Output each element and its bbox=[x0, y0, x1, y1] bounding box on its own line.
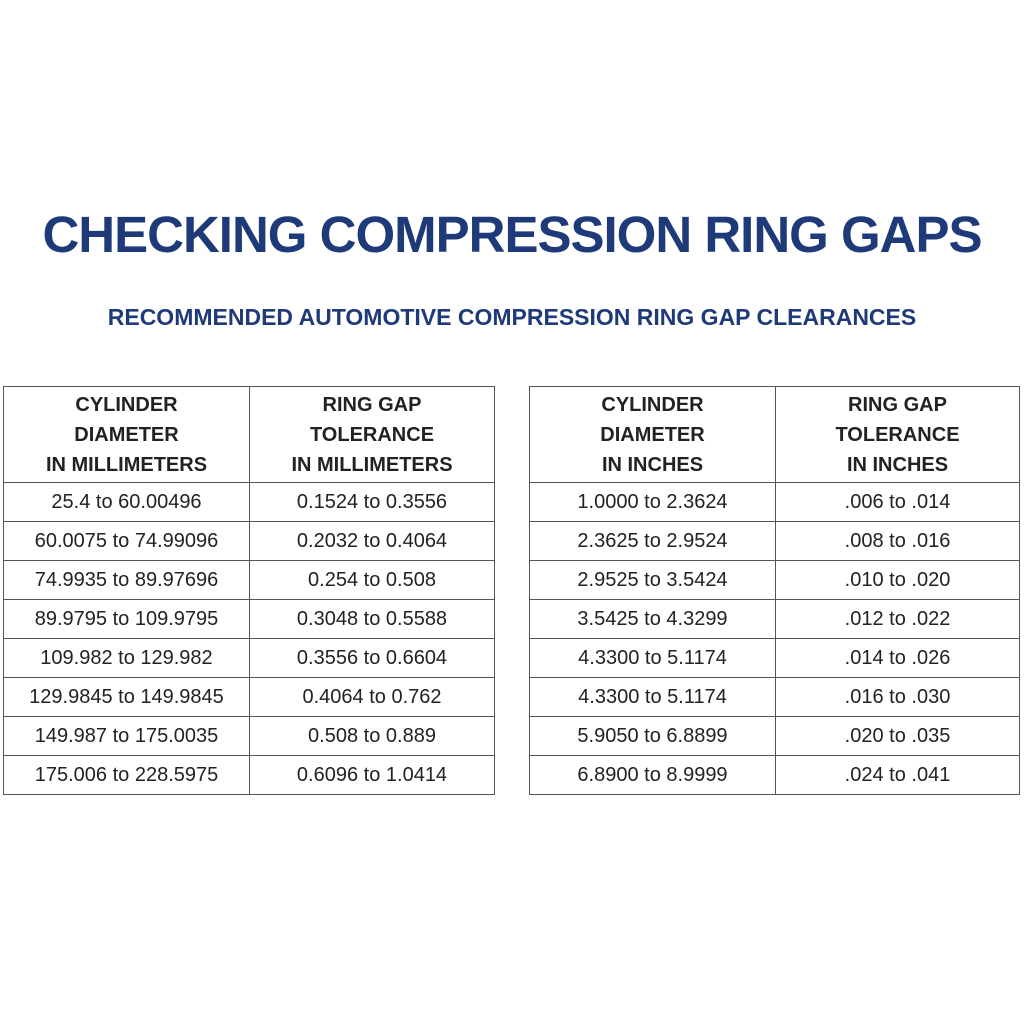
cylinder-diameter-cell: 5.9050 to 6.8899 bbox=[529, 716, 776, 756]
table-row: 4.3300 to 5.1174.016 to .030 bbox=[529, 677, 1020, 717]
cylinder-diameter-cell: 109.982 to 129.982 bbox=[3, 638, 250, 678]
ring-gap-tolerance-cell: .010 to .020 bbox=[775, 560, 1020, 600]
table-row: 3.5425 to 4.3299.012 to .022 bbox=[529, 599, 1020, 639]
table-row: 5.9050 to 6.8899.020 to .035 bbox=[529, 716, 1020, 756]
table-row: 2.3625 to 2.9524.008 to .016 bbox=[529, 521, 1020, 561]
cylinder-diameter-cell: 3.5425 to 4.3299 bbox=[529, 599, 776, 639]
ring-gap-tolerance-cell: .008 to .016 bbox=[775, 521, 1020, 561]
ring-gap-tolerance-cell: 0.3556 to 0.6604 bbox=[249, 638, 495, 678]
cylinder-diameter-cell: 175.006 to 228.5975 bbox=[3, 755, 250, 795]
table-header-row: CYLINDER DIAMETER IN INCHES RING GAP TOL… bbox=[529, 386, 1020, 483]
cylinder-diameter-cell: 6.8900 to 8.9999 bbox=[529, 755, 776, 795]
ring-gap-tolerance-cell: 0.254 to 0.508 bbox=[249, 560, 495, 600]
table-row: 89.9795 to 109.9795 0.3048 to 0.5588 bbox=[3, 599, 495, 639]
table-row: 74.9935 to 89.97696 0.254 to 0.508 bbox=[3, 560, 495, 600]
cylinder-diameter-cell: 2.9525 to 3.5424 bbox=[529, 560, 776, 600]
cylinder-diameter-cell: 1.0000 to 2.3624 bbox=[529, 482, 776, 522]
ring-gap-tolerance-cell: .024 to .041 bbox=[775, 755, 1020, 795]
table-row: 60.0075 to 74.99096 0.2032 to 0.4064 bbox=[3, 521, 495, 561]
cylinder-diameter-cell: 89.9795 to 109.9795 bbox=[3, 599, 250, 639]
table-row: 129.9845 to 149.9845 0.4064 to 0.762 bbox=[3, 677, 495, 717]
cylinder-diameter-cell: 25.4 to 60.00496 bbox=[3, 482, 250, 522]
cylinder-diameter-cell: 4.3300 to 5.1174 bbox=[529, 638, 776, 678]
cylinder-diameter-cell: 74.9935 to 89.97696 bbox=[3, 560, 250, 600]
header-cylinder-diameter-in: CYLINDER DIAMETER IN INCHES bbox=[529, 386, 776, 483]
table-row: 2.9525 to 3.5424.010 to .020 bbox=[529, 560, 1020, 600]
ring-gap-tolerance-cell: .012 to .022 bbox=[775, 599, 1020, 639]
cylinder-diameter-cell: 149.987 to 175.0035 bbox=[3, 716, 250, 756]
cylinder-diameter-cell: 2.3625 to 2.9524 bbox=[529, 521, 776, 561]
table-row: 149.987 to 175.0035 0.508 to 0.889 bbox=[3, 716, 495, 756]
millimeters-table: CYLINDER DIAMETER IN MILLIMETERS RING GA… bbox=[3, 386, 495, 795]
table-row: 109.982 to 129.982 0.3556 to 0.6604 bbox=[3, 638, 495, 678]
ring-gap-tolerance-cell: .006 to .014 bbox=[775, 482, 1020, 522]
ring-gap-tolerance-cell: 0.1524 to 0.3556 bbox=[249, 482, 495, 522]
cylinder-diameter-cell: 4.3300 to 5.1174 bbox=[529, 677, 776, 717]
header-ring-gap-tolerance-in: RING GAP TOLERANCE IN INCHES bbox=[775, 386, 1020, 483]
table-row: 4.3300 to 5.1174.014 to .026 bbox=[529, 638, 1020, 678]
cylinder-diameter-cell: 60.0075 to 74.99096 bbox=[3, 521, 250, 561]
header-ring-gap-tolerance-mm: RING GAP TOLERANCE IN MILLIMETERS bbox=[249, 386, 495, 483]
ring-gap-tolerance-cell: 0.6096 to 1.0414 bbox=[249, 755, 495, 795]
ring-gap-tolerance-cell: .016 to .030 bbox=[775, 677, 1020, 717]
ring-gap-tolerance-cell: .014 to .026 bbox=[775, 638, 1020, 678]
table-row: 6.8900 to 8.9999.024 to .041 bbox=[529, 755, 1020, 795]
cylinder-diameter-cell: 129.9845 to 149.9845 bbox=[3, 677, 250, 717]
table-row: 175.006 to 228.5975 0.6096 to 1.0414 bbox=[3, 755, 495, 795]
table-row: 1.0000 to 2.3624.006 to .014 bbox=[529, 482, 1020, 522]
ring-gap-tolerance-cell: 0.508 to 0.889 bbox=[249, 716, 495, 756]
ring-gap-tolerance-cell: 0.2032 to 0.4064 bbox=[249, 521, 495, 561]
ring-gap-tolerance-cell: 0.4064 to 0.762 bbox=[249, 677, 495, 717]
ring-gap-tolerance-cell: .020 to .035 bbox=[775, 716, 1020, 756]
ring-gap-tolerance-cell: 0.3048 to 0.5588 bbox=[249, 599, 495, 639]
page-title: CHECKING COMPRESSION RING GAPS bbox=[42, 206, 982, 263]
header-cylinder-diameter-mm: CYLINDER DIAMETER IN MILLIMETERS bbox=[3, 386, 250, 483]
table-row: 25.4 to 60.00496 0.1524 to 0.3556 bbox=[3, 482, 495, 522]
page-subtitle: RECOMMENDED AUTOMOTIVE COMPRESSION RING … bbox=[107, 304, 917, 330]
table-header-row: CYLINDER DIAMETER IN MILLIMETERS RING GA… bbox=[3, 386, 495, 483]
inches-table: CYLINDER DIAMETER IN INCHES RING GAP TOL… bbox=[529, 386, 1020, 795]
